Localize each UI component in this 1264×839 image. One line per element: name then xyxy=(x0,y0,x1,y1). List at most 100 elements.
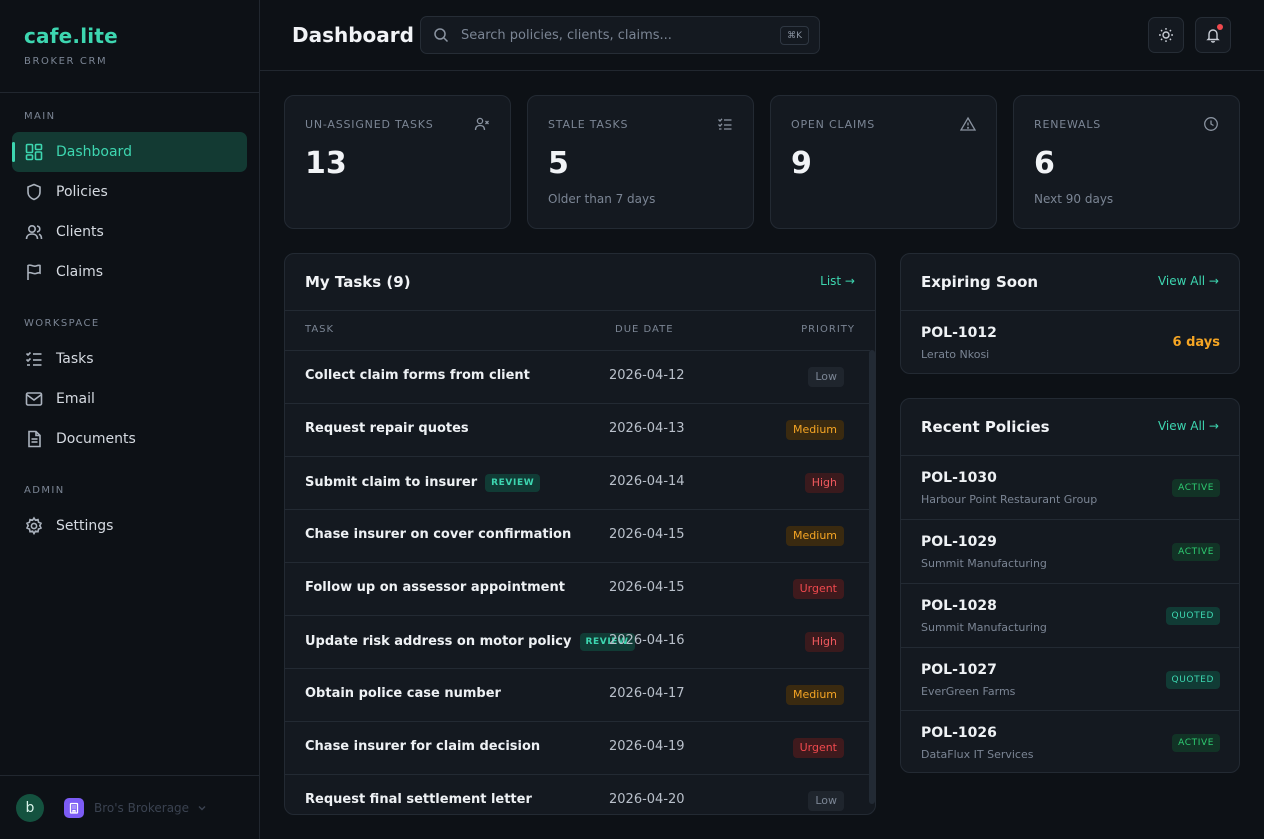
tasks-list-link[interactable]: List → xyxy=(820,274,855,288)
task-name: Request final settlement letter xyxy=(305,792,532,807)
task-due-date: 2026-04-16 xyxy=(609,633,685,648)
my-tasks-panel: My Tasks (9) List → TASK DUE DATE PRIORI… xyxy=(284,253,876,815)
stat-label: RENEWALS xyxy=(1034,118,1102,131)
stat-label: STALE TASKS xyxy=(548,118,629,131)
checklist-icon xyxy=(24,349,44,369)
table-row[interactable]: Submit claim to insurer REVIEW 2026-04-14… xyxy=(285,456,870,509)
list-item[interactable]: POL-1028 Summit Manufacturing QUOTED xyxy=(901,583,1240,647)
review-tag: REVIEW xyxy=(485,474,541,492)
list-item[interactable]: POL-1026 DataFlux IT Services ACTIVE xyxy=(901,710,1240,774)
priority-badge: Medium xyxy=(786,685,844,705)
search-box[interactable]: ⌘K xyxy=(420,16,820,54)
policies-view-all-link[interactable]: View All → xyxy=(1157,419,1219,433)
task-due-date: 2026-04-13 xyxy=(609,421,685,436)
stat-card-open-claims[interactable]: OPEN CLAIMS 9 xyxy=(770,95,997,229)
table-row[interactable]: Update risk address on motor policy REVIE… xyxy=(285,615,870,668)
table-row[interactable]: Follow up on assessor appointment 2026-0… xyxy=(285,562,870,615)
table-row[interactable]: Request final settlement letter 2026-04-… xyxy=(285,774,870,814)
status-badge: ACTIVE xyxy=(1172,479,1220,497)
policy-client: Lerato Nkosi xyxy=(921,348,990,361)
list-item[interactable]: POL-1012 Lerato Nkosi 6 days xyxy=(901,310,1240,374)
top-header: Dashboard ⌘K xyxy=(260,0,1264,71)
sidebar-item-label: Policies xyxy=(56,184,108,200)
table-row[interactable]: Collect claim forms from client 2026-04-… xyxy=(285,350,870,403)
avatar[interactable]: b xyxy=(16,793,44,822)
users-icon xyxy=(24,222,44,242)
sidebar-item-settings[interactable]: Settings xyxy=(12,506,247,546)
status-badge: QUOTED xyxy=(1165,671,1220,689)
expiring-view-all-link[interactable]: View All → xyxy=(1157,274,1219,288)
list-item[interactable]: POL-1029 Summit Manufacturing ACTIVE xyxy=(901,519,1240,583)
task-due-date: 2026-04-12 xyxy=(609,368,685,383)
table-row[interactable]: Chase insurer for claim decision 2026-04… xyxy=(285,721,870,774)
sidebar-item-dashboard[interactable]: Dashboard xyxy=(12,132,247,172)
stat-card-unassigned[interactable]: UN-ASSIGNED TASKS 13 xyxy=(284,95,511,229)
task-name: Update risk address on motor policy REVIE… xyxy=(305,633,635,651)
policy-client: Harbour Point Restaurant Group xyxy=(921,493,1098,506)
panel-divider xyxy=(285,310,875,311)
table-row[interactable]: Chase insurer on cover confirmation 2026… xyxy=(285,509,870,562)
brand-name: cafe.lite xyxy=(24,24,118,48)
priority-badge: High xyxy=(804,473,844,493)
policy-id: POL-1027 xyxy=(921,662,997,678)
priority-badge: Low xyxy=(808,367,844,387)
shield-icon xyxy=(24,182,44,202)
column-header-priority[interactable]: PRIORITY xyxy=(801,324,855,335)
organization-switcher[interactable]: Bro's Brokerage xyxy=(94,800,190,815)
sidebar-divider xyxy=(0,92,259,93)
policy-id: POL-1028 xyxy=(921,598,997,614)
days-remaining: 6 days xyxy=(1172,335,1220,350)
sidebar-item-documents[interactable]: Documents xyxy=(12,419,247,459)
search-shortcut: ⌘K xyxy=(780,26,809,45)
theme-toggle-button[interactable] xyxy=(1148,17,1184,53)
column-header-due-date[interactable]: DUE DATE xyxy=(615,324,674,335)
sidebar-item-tasks[interactable]: Tasks xyxy=(12,339,247,379)
sidebar-item-label: Settings xyxy=(56,518,114,534)
priority-badge: Urgent xyxy=(792,579,844,599)
section-label-workspace: WORKSPACE xyxy=(24,318,100,329)
policy-id: POL-1012 xyxy=(921,325,997,341)
stat-label: OPEN CLAIMS xyxy=(791,118,876,131)
chevron-down-icon[interactable] xyxy=(197,803,207,813)
column-header-task[interactable]: TASK xyxy=(305,324,335,335)
sidebar-item-clients[interactable]: Clients xyxy=(12,212,247,252)
priority-badge: Medium xyxy=(786,526,844,546)
policy-id: POL-1030 xyxy=(921,470,997,486)
task-due-date: 2026-04-19 xyxy=(609,739,685,754)
task-due-date: 2026-04-20 xyxy=(609,792,685,807)
task-name: Obtain police case number xyxy=(305,686,501,701)
stat-value: 13 xyxy=(305,146,347,181)
sidebar-item-label: Clients xyxy=(56,224,104,240)
sidebar-item-label: Documents xyxy=(56,431,136,447)
stat-card-renewals[interactable]: RENEWALS 6 Next 90 days xyxy=(1013,95,1240,229)
brand-subtitle: BROKER CRM xyxy=(24,56,108,67)
notifications-button[interactable] xyxy=(1195,17,1231,53)
warning-icon xyxy=(960,116,976,132)
stat-card-stale[interactable]: STALE TASKS 5 Older than 7 days xyxy=(527,95,754,229)
task-due-date: 2026-04-17 xyxy=(609,686,685,701)
search-input[interactable] xyxy=(461,27,761,43)
scrollbar[interactable] xyxy=(869,350,875,804)
sidebar-item-label: Tasks xyxy=(56,351,94,367)
sidebar-item-policies[interactable]: Policies xyxy=(12,172,247,212)
task-due-date: 2026-04-15 xyxy=(609,527,685,542)
stat-value: 9 xyxy=(791,146,812,181)
policy-id: POL-1026 xyxy=(921,725,997,741)
sidebar-item-label: Email xyxy=(56,391,95,407)
task-name: Request repair quotes xyxy=(305,421,469,436)
sun-icon xyxy=(1158,27,1174,43)
task-name: Follow up on assessor appointment xyxy=(305,580,565,595)
flag-icon xyxy=(24,262,44,282)
table-row[interactable]: Request repair quotes 2026-04-13 Medium xyxy=(285,403,870,456)
sidebar-item-label: Claims xyxy=(56,264,104,280)
mail-icon xyxy=(24,389,44,409)
table-row[interactable]: Obtain police case number 2026-04-17 Med… xyxy=(285,668,870,721)
policy-client: DataFlux IT Services xyxy=(921,748,1034,761)
task-name: Chase insurer on cover confirmation xyxy=(305,527,572,542)
list-item[interactable]: POL-1030 Harbour Point Restaurant Group … xyxy=(901,455,1240,519)
brand[interactable]: cafe.lite BROKER CRM xyxy=(24,24,118,67)
sidebar-item-claims[interactable]: Claims xyxy=(12,252,247,292)
sidebar-item-email[interactable]: Email xyxy=(12,379,247,419)
bell-icon xyxy=(1205,27,1221,43)
list-item[interactable]: POL-1027 EverGreen Farms QUOTED xyxy=(901,647,1240,711)
